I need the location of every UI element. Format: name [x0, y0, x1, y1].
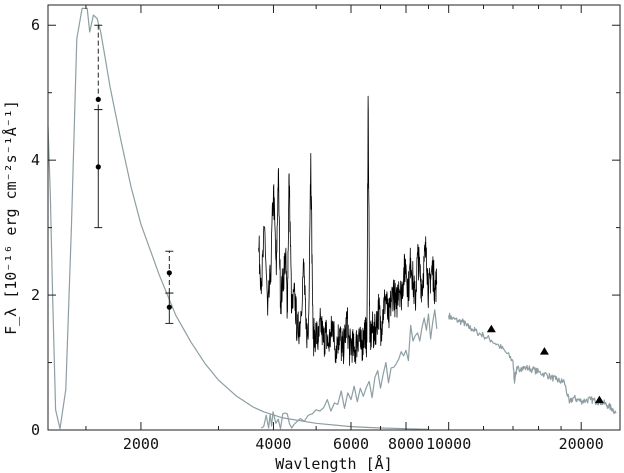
series-line-model-uv — [47, 7, 429, 430]
series-line-model-nir — [448, 312, 617, 415]
nir-triangle-2 — [594, 395, 604, 404]
ticks-layer: 2000 4000 6000 8000 10000 20000 0 2 4 6 — [31, 5, 620, 453]
data-point-1 — [95, 164, 101, 170]
data-point-0 — [95, 96, 101, 103]
plot-frame — [47, 4, 621, 431]
data-point-3 — [166, 304, 172, 310]
photometry-layer — [94, 24, 604, 404]
x-tick-label-4: 10000 — [426, 435, 471, 453]
nir-triangle-1 — [539, 347, 549, 355]
x-tick-label-2: 6000 — [333, 435, 369, 453]
x-axis-label: Wavlength [Å] — [275, 454, 392, 473]
series-line-observed-spectrum — [258, 95, 438, 366]
series-line-model-optical — [260, 309, 438, 430]
x-tick-label-5: 20000 — [559, 435, 604, 453]
y-tick-label-2: 4 — [31, 151, 40, 169]
x-tick-label-3: 8000 — [388, 435, 424, 453]
x-tick-label-0: 2000 — [123, 435, 159, 453]
nir-triangle-0 — [486, 324, 496, 333]
y-tick-label-3: 6 — [31, 16, 40, 34]
y-tick-label-1: 2 — [31, 286, 40, 304]
x-tick-label-1: 4000 — [255, 435, 291, 453]
y-tick-label-0: 0 — [31, 421, 40, 439]
data-point-2 — [166, 270, 172, 276]
model-spectra-layer — [47, 7, 617, 430]
y-axis-label: F_λ [10⁻¹⁶ erg cm⁻²s⁻¹Å⁻¹] — [1, 100, 20, 335]
observed-spectrum-layer — [258, 95, 438, 366]
